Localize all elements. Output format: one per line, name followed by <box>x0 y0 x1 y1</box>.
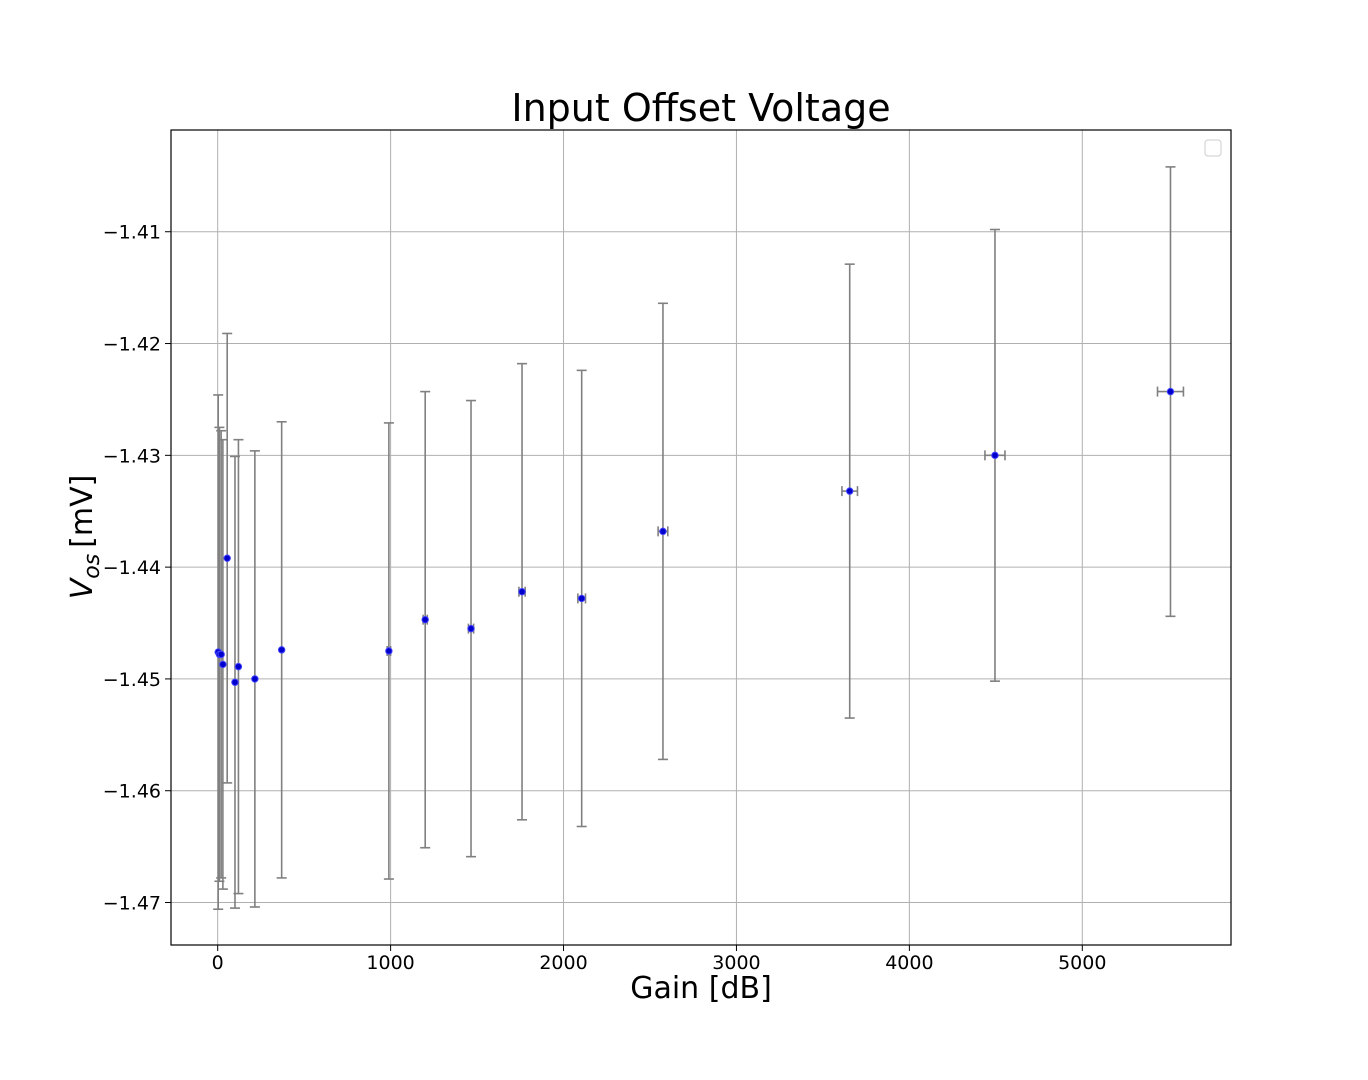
data-point <box>659 527 667 536</box>
data-point <box>991 451 999 460</box>
x-tick-label: 2000 <box>539 952 587 974</box>
y-axis-label-unit: [mV] <box>65 475 100 548</box>
data-point <box>234 662 243 671</box>
x-axis-label: Gain [dB] <box>630 971 772 1006</box>
x-tick-label: 4000 <box>885 952 933 974</box>
y-tick-label: −1.45 <box>103 669 161 691</box>
y-axis-ticks: −1.47 −1.46 −1.45 −1.44 −1.43 −1.42 −1.41 <box>103 222 171 915</box>
x-tick-label: 3000 <box>712 952 760 974</box>
y-axis-label-main: V <box>65 576 100 599</box>
data-point <box>518 588 526 596</box>
data-point <box>846 487 854 495</box>
x-tick-label: 1000 <box>366 952 414 974</box>
data-point <box>231 678 239 686</box>
x-tick-label: 0 <box>212 952 224 974</box>
error-bars <box>213 166 1185 911</box>
data-point <box>577 594 586 603</box>
y-tick-label: −1.47 <box>103 893 161 915</box>
y-tick-label: −1.44 <box>103 557 161 579</box>
data-point <box>219 660 227 669</box>
data-point <box>251 675 259 683</box>
y-tick-label: −1.46 <box>103 781 161 803</box>
y-tick-label: −1.42 <box>103 334 161 356</box>
legend-box <box>1204 139 1222 157</box>
data-point <box>277 646 286 654</box>
y-tick-label: −1.43 <box>103 445 161 467</box>
data-point <box>223 554 231 562</box>
data-point <box>217 650 225 659</box>
x-tick-label: 5000 <box>1058 952 1106 974</box>
data-point <box>467 624 475 633</box>
x-axis-ticks: 0 1000 2000 3000 4000 5000 <box>212 945 1106 974</box>
data-point <box>421 615 429 624</box>
y-tick-label: −1.41 <box>103 222 161 244</box>
data-point <box>1166 387 1175 396</box>
data-point <box>385 647 393 655</box>
chart-title: Input Offset Voltage <box>511 86 890 130</box>
grid <box>171 130 1231 945</box>
plot-frame <box>170 129 1232 946</box>
y-axis-label: Vos [mV] <box>65 475 105 600</box>
y-axis-label-sub: os <box>80 554 105 579</box>
data-points <box>214 387 1175 686</box>
